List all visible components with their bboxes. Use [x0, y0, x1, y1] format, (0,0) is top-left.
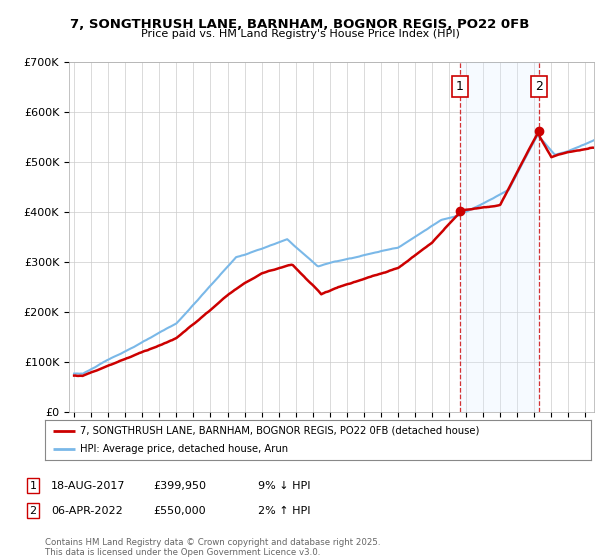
- Text: 7, SONGTHRUSH LANE, BARNHAM, BOGNOR REGIS, PO22 0FB (detached house): 7, SONGTHRUSH LANE, BARNHAM, BOGNOR REGI…: [80, 426, 480, 436]
- Text: 2: 2: [29, 506, 37, 516]
- Text: Contains HM Land Registry data © Crown copyright and database right 2025.
This d: Contains HM Land Registry data © Crown c…: [45, 538, 380, 557]
- Text: 7, SONGTHRUSH LANE, BARNHAM, BOGNOR REGIS, PO22 0FB: 7, SONGTHRUSH LANE, BARNHAM, BOGNOR REGI…: [70, 18, 530, 31]
- Text: 1: 1: [456, 80, 464, 93]
- Bar: [460, 62, 539, 412]
- Text: HPI: Average price, detached house, Arun: HPI: Average price, detached house, Arun: [80, 445, 289, 454]
- Text: £399,950: £399,950: [153, 480, 206, 491]
- Text: 06-APR-2022: 06-APR-2022: [51, 506, 123, 516]
- Text: Price paid vs. HM Land Registry's House Price Index (HPI): Price paid vs. HM Land Registry's House …: [140, 29, 460, 39]
- Text: 9% ↓ HPI: 9% ↓ HPI: [258, 480, 311, 491]
- Text: £550,000: £550,000: [153, 506, 206, 516]
- Text: 1: 1: [29, 480, 37, 491]
- Text: 18-AUG-2017: 18-AUG-2017: [51, 480, 125, 491]
- Text: 2: 2: [535, 80, 543, 93]
- Text: 2% ↑ HPI: 2% ↑ HPI: [258, 506, 311, 516]
